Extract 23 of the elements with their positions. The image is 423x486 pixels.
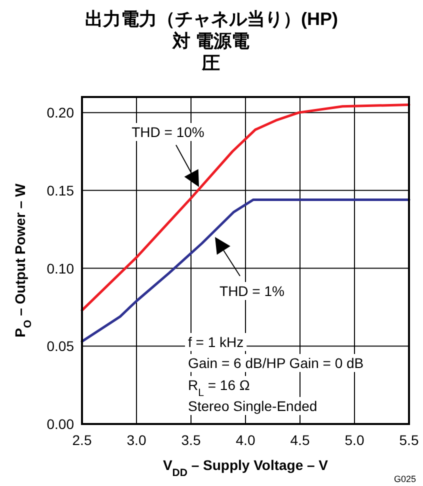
line-series xyxy=(80,104,410,312)
x-tick-label: 5.5 xyxy=(399,432,419,448)
annotation: THD = 1% xyxy=(220,283,284,299)
chart-title: 出力電力（チャネル当り）(HP) xyxy=(84,8,339,30)
chart-subtitle: 対 電源電圧 xyxy=(171,30,250,74)
y-tick-label: 0.10 xyxy=(46,260,74,276)
x-tick-label: 4.5 xyxy=(290,432,310,448)
annotation: R$_{L}$ = 16 Ω xyxy=(188,377,250,399)
y-tick-label: 0.15 xyxy=(46,182,74,198)
x-tick-label: 2.5 xyxy=(72,432,92,448)
x-axis-title: V$_{DD}$ – Supply Voltage – V xyxy=(162,457,329,479)
x-tick-label: 3.5 xyxy=(181,432,201,448)
annotation: f = 1 kHz xyxy=(188,334,244,350)
annotation: Gain = 6 dB/HP Gain = 0 dB xyxy=(188,355,364,371)
annotation: Stereo Single-Ended xyxy=(188,398,318,414)
y-tick-label: 0.20 xyxy=(46,104,74,121)
y-tick-label: 0.05 xyxy=(46,338,74,354)
text: G025 xyxy=(394,474,416,484)
annotation: THD = 10% xyxy=(132,124,204,140)
x-tick-label: 5.0 xyxy=(344,432,364,448)
x-tick-label: 4.0 xyxy=(236,432,256,448)
y-tick-label: 0.00 xyxy=(46,416,74,432)
x-tick-label: 3.0 xyxy=(126,432,146,448)
